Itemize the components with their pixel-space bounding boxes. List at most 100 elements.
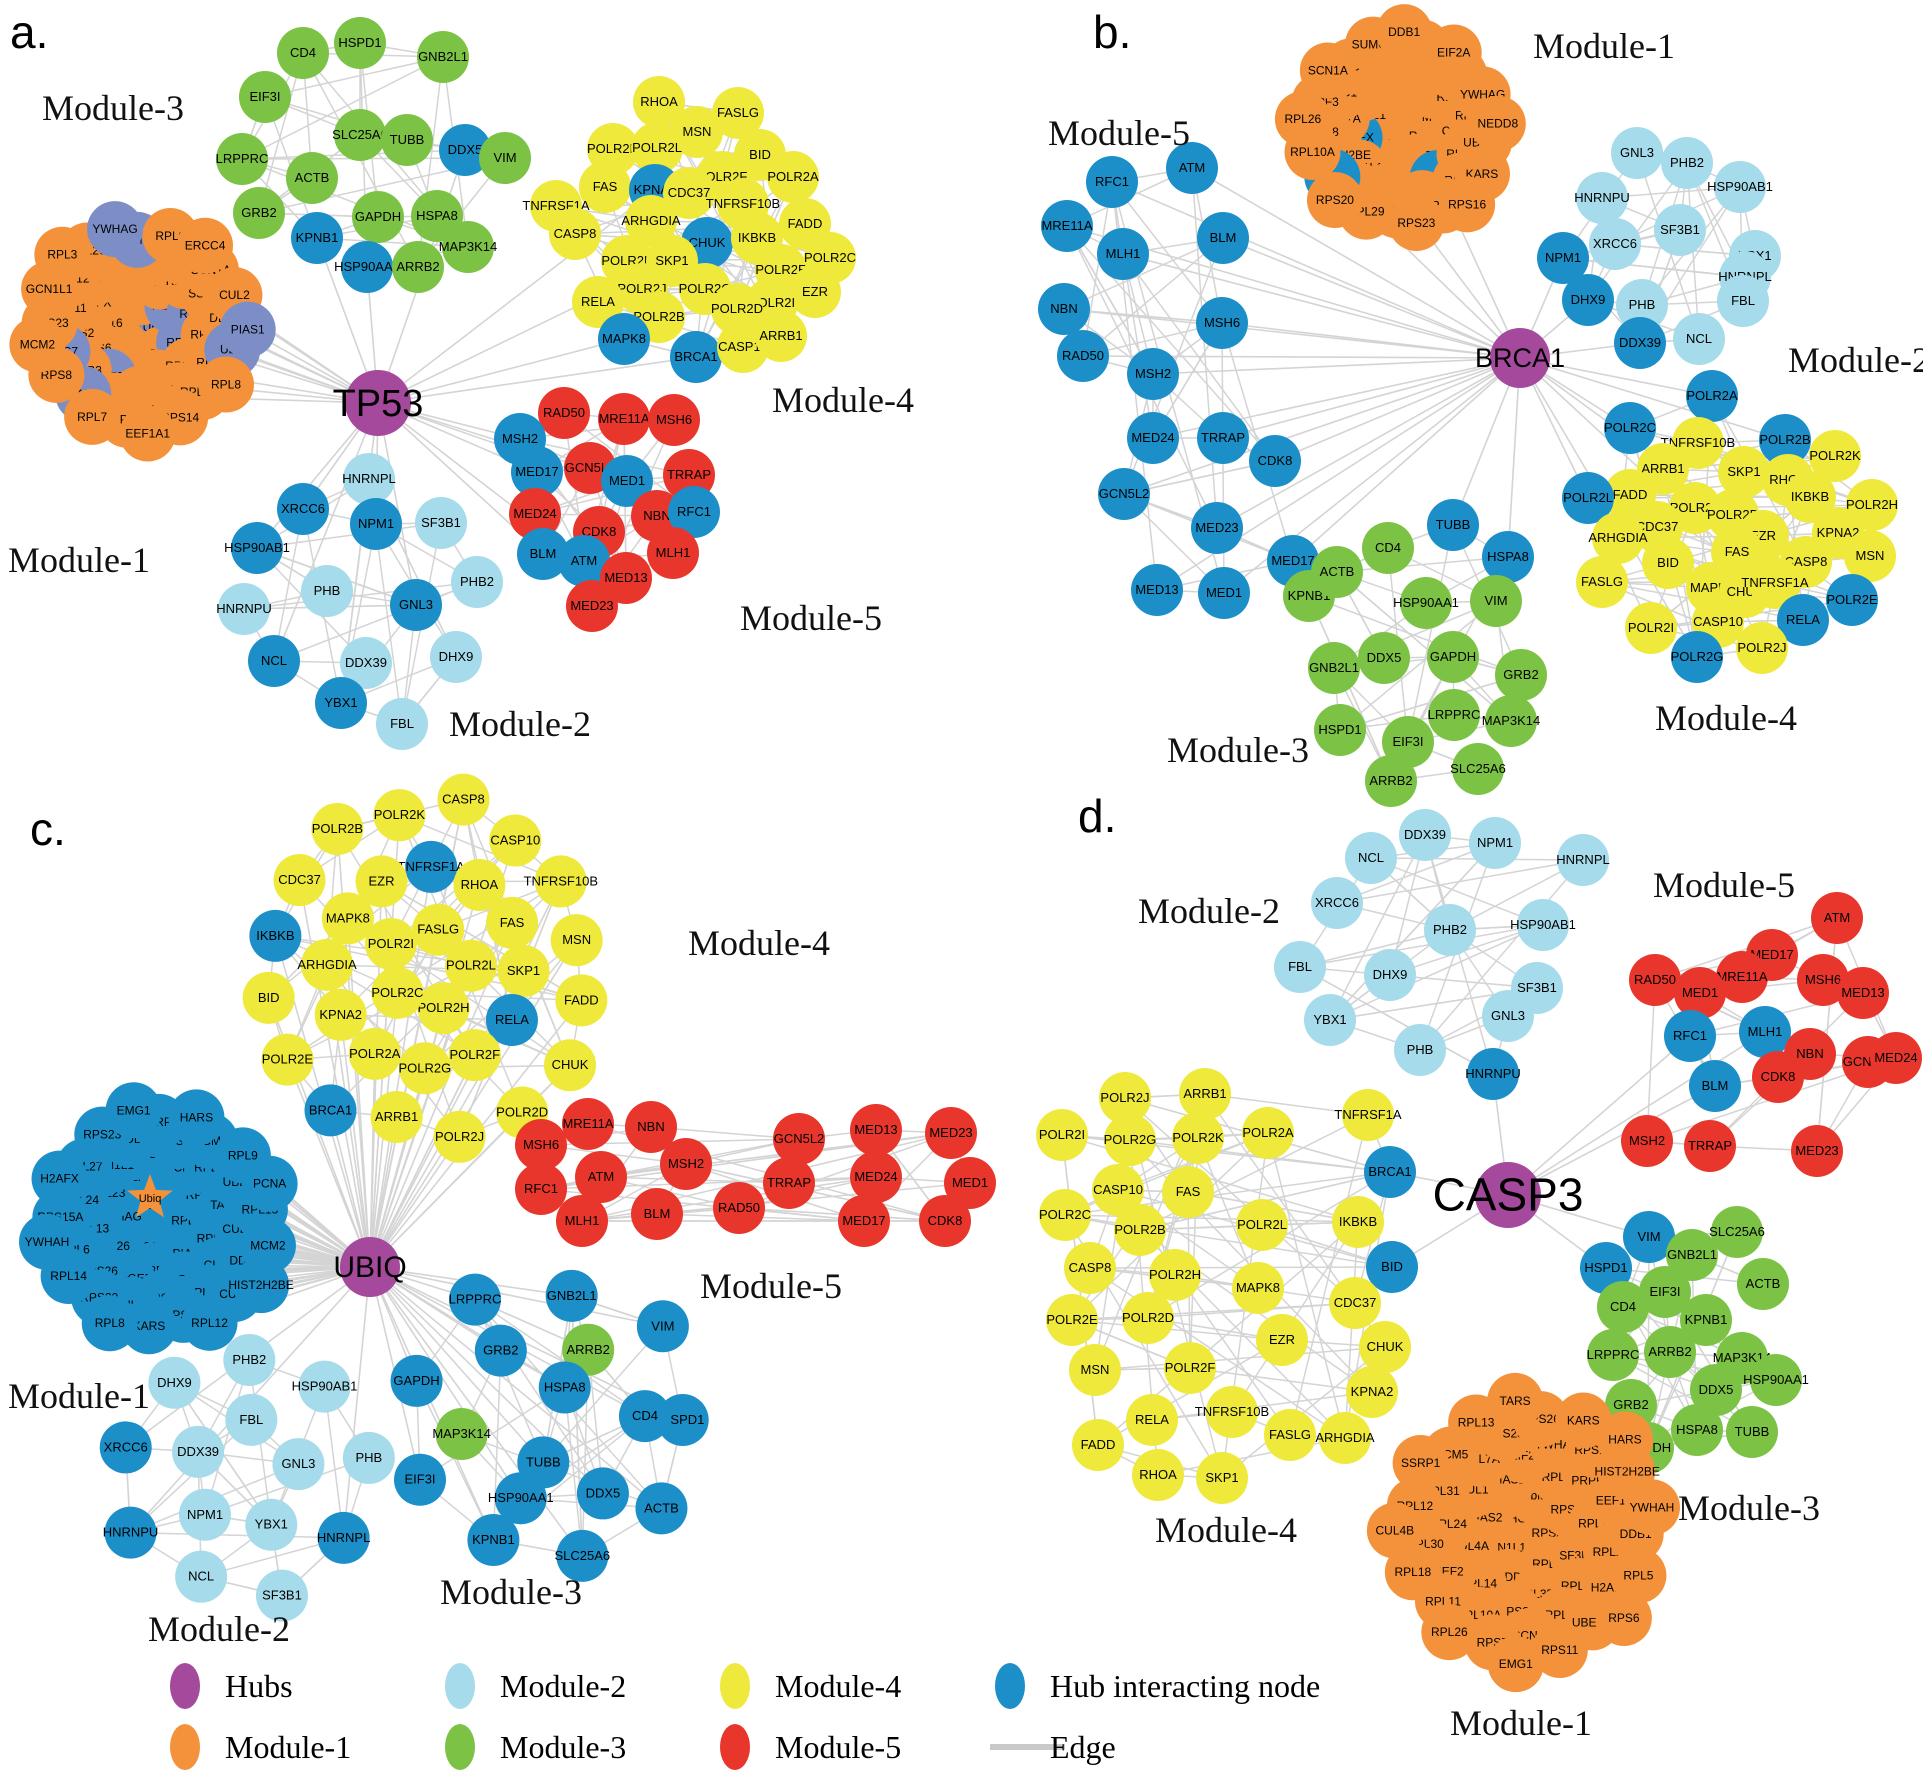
node-label: NCL (1358, 850, 1384, 865)
node-label: RELA (1786, 612, 1820, 627)
node-HSPA8 (1482, 531, 1534, 583)
node-label: IKBKB (256, 928, 294, 943)
node-POLR2G (1104, 1114, 1156, 1166)
node-label: MED1 (609, 473, 645, 488)
node-CDC37 (273, 854, 326, 907)
node-label: SF3B1 (262, 1588, 302, 1603)
node-label: HSP90AA1 (1393, 595, 1459, 610)
legend-label: Module-5 (775, 1729, 901, 1765)
hub-edge (369, 1111, 523, 1268)
node-ERCC4 (177, 217, 234, 274)
node-label: CDK8 (582, 524, 617, 539)
hub-edge (1216, 357, 1521, 529)
node-label: H2AFX (40, 1172, 79, 1186)
node-RPS23 (1388, 194, 1445, 251)
edge (1267, 1132, 1346, 1439)
module-label: Module-2 (1788, 340, 1923, 380)
node-HSP90AB1 (231, 522, 283, 574)
node-NEDD8 (1469, 95, 1526, 152)
legend-label: Module-2 (500, 1668, 626, 1704)
node-GNB2L1 (417, 31, 469, 83)
node-label: MED1 (1206, 585, 1242, 600)
node-label: FADD (1613, 487, 1648, 502)
module-label: Module-5 (740, 598, 882, 638)
node-label: HSPD1 (1318, 722, 1361, 737)
node-ATM (558, 535, 610, 587)
node-POLR2L (444, 939, 497, 992)
node-label: TRRAP (667, 467, 711, 482)
node-MED1 (1674, 967, 1726, 1019)
node-POLR2I (1036, 1109, 1088, 1161)
node-label: HSP90AB1 (224, 540, 290, 555)
node-label: TUBB (526, 1454, 561, 1469)
node-label: RAD50 (718, 1200, 760, 1215)
node-label: TRRAP (1201, 430, 1245, 445)
node-label: PCNA (253, 1177, 286, 1191)
node-label: EZR (369, 873, 395, 888)
node-MSH2 (1621, 1115, 1673, 1167)
node-KPNB1 (291, 212, 343, 264)
node-label: DDB1 (1388, 25, 1420, 39)
node-TNFRSF10B (1206, 1386, 1258, 1438)
node-YWHAG (87, 201, 144, 258)
node-label: CDC37 (278, 872, 321, 887)
node-label: MED24 (513, 506, 556, 521)
legend-label: Hubs (225, 1668, 293, 1704)
node-label: POLR2I (1628, 620, 1674, 635)
edge (258, 52, 304, 214)
node-POLR2H (417, 982, 470, 1035)
node-label: BLM (530, 546, 557, 561)
node-label: GNB2L1 (418, 49, 468, 64)
node-MCM2 (9, 316, 66, 373)
node-label: POLR2K (374, 807, 426, 822)
node-BID (1366, 1241, 1418, 1293)
node-CHUK (544, 1039, 597, 1092)
edge (1308, 595, 1522, 676)
hub-edge (369, 1266, 662, 1509)
node-label: PHB2 (460, 574, 494, 589)
node-ARHGDIA (625, 195, 677, 247)
node-RPL26 (1421, 1604, 1478, 1661)
node-label: YBX1 (324, 695, 357, 710)
hub-edge (377, 402, 417, 606)
edge (1071, 1319, 1283, 1341)
node-BLM (1197, 212, 1249, 264)
node-BRCA1 (304, 1084, 357, 1137)
node-MAP3K14 (435, 1407, 488, 1460)
node-YBX1 (315, 677, 367, 729)
node-MED1 (1198, 567, 1250, 619)
node-CDK8 (1752, 1051, 1804, 1103)
node-CD4 (1597, 1281, 1649, 1333)
node-POLR2E (1046, 1294, 1098, 1346)
node-label: MED24 (854, 1169, 897, 1184)
node-label: MSH6 (523, 1137, 559, 1152)
node-RELA (485, 993, 538, 1046)
node-label: HIST2H2BE (228, 1278, 293, 1292)
node-label: CDC37 (1334, 1295, 1377, 1310)
node-ATM (575, 1151, 627, 1203)
node-label: RPL8 (211, 378, 241, 392)
edge (1654, 917, 1838, 981)
node-RPL3 (34, 226, 91, 283)
node-label: RAD50 (1634, 972, 1676, 987)
legend-swatch-Module-5 (720, 1724, 750, 1770)
node-label: GCN5L2 (1099, 486, 1150, 501)
edge (1370, 857, 1544, 926)
node-PHB2 (451, 556, 503, 608)
node-label: NBN (1796, 1046, 1823, 1061)
node-XRCC6 (99, 1421, 152, 1474)
node-YBX1 (1304, 994, 1356, 1046)
node-label: KARS (133, 1319, 166, 1333)
node-label: POLR2L (632, 140, 682, 155)
node-label: DDX5 (448, 142, 483, 157)
hub-node-CASP3 (1475, 1162, 1541, 1228)
node-MED24 (1870, 1032, 1922, 1084)
node-label: HNRNPU (1574, 190, 1630, 205)
node-NBN (1038, 283, 1090, 335)
node-label: MAP3K14 (439, 239, 498, 254)
panel-a: CD4 HSPD1 GNB2L1 EIF3I SLC25A6 TUBB DDX5 VIM LRP… (8, 6, 914, 750)
edge (1122, 253, 1154, 439)
module-label: Module-5 (700, 1266, 842, 1306)
node-MAPK8 (321, 892, 374, 945)
node-FASLG (1576, 556, 1628, 608)
